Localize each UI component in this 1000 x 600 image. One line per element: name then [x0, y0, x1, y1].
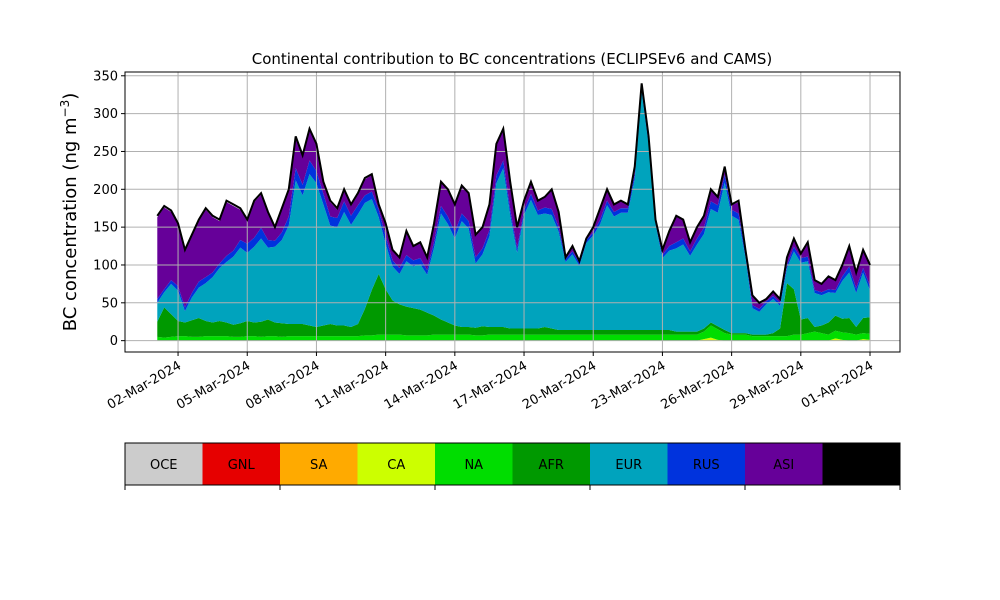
total-line-layer [156, 83, 871, 305]
y-axis-label-main: BC concentration (ng m [60, 117, 81, 331]
x-tick-label: 11-Mar-2024 [313, 358, 392, 412]
legend-label-asi: ASI [773, 458, 794, 473]
x-tick-label: 26-Mar-2024 [658, 358, 737, 412]
y-axis-label: BC concentration (ng m−3) [58, 93, 81, 332]
legend-swatch-afr [512, 443, 590, 485]
legend-swatch-sa [280, 443, 358, 485]
area-eur [157, 91, 871, 335]
legend-label-gnl: GNL [228, 458, 256, 473]
x-tick-label: 23-Mar-2024 [589, 358, 668, 412]
legend-label-sa: SA [310, 458, 327, 473]
x-tick-label: 20-Mar-2024 [520, 358, 599, 412]
x-axis: 02-Mar-202405-Mar-202408-Mar-202411-Mar-… [105, 352, 876, 413]
total-line [156, 83, 871, 305]
legend-swatch-oce [125, 443, 203, 485]
y-tick-label: 0 [110, 334, 118, 349]
legend-frame [124, 442, 901, 486]
gridlines [125, 72, 900, 352]
legend-label-oce: OCE [150, 458, 178, 473]
legend-label-rus: RUS [693, 458, 720, 473]
legend-label-ca: CA [387, 458, 405, 473]
legend-swatch-ca [357, 443, 435, 485]
y-tick-label: 100 [93, 258, 118, 273]
y-tick-label: 250 [93, 145, 118, 160]
legend-swatch-na [435, 443, 513, 485]
legend-label-afr: AFR [539, 458, 564, 473]
y-axis-label-close: ) [60, 93, 81, 100]
legend-label-aus: AUS [848, 458, 875, 473]
y-axis: 0 50 100 150 200 250 300 350 [93, 69, 125, 349]
stacked-areas [157, 84, 871, 341]
area-afr [157, 274, 871, 338]
y-axis-label-exponent: −3 [58, 100, 72, 118]
legend-label-na: NA [464, 458, 483, 473]
y-tick-label: 150 [93, 221, 118, 236]
y-tick-label: 350 [93, 69, 118, 84]
legend-swatch-eur [590, 443, 668, 485]
x-tick-label: 17-Mar-2024 [451, 358, 530, 412]
legend-swatch-gnl [202, 443, 280, 485]
x-tick-label: 02-Mar-2024 [105, 358, 184, 412]
x-tick-label: 08-Mar-2024 [243, 358, 322, 412]
x-tick-label: 29-Mar-2024 [728, 358, 807, 412]
y-tick-label: 300 [93, 107, 118, 122]
legend-swatch-aus [822, 443, 900, 485]
legend-label-eur: EUR [615, 458, 642, 473]
plot-frame [124, 71, 901, 353]
x-tick-label: 01-Apr-2024 [799, 358, 876, 411]
x-tick-label: 05-Mar-2024 [174, 358, 253, 412]
legend-swatch-asi [745, 443, 823, 485]
chart-title: Continental contribution to BC concentra… [252, 50, 773, 68]
y-tick-label: 200 [93, 183, 118, 198]
legend: OCE GNL SA CA NA AFR EUR RUS ASI AUS [124, 442, 901, 490]
x-tick-label: 14-Mar-2024 [382, 358, 461, 412]
area-na [157, 325, 871, 341]
y-tick-label: 50 [101, 296, 118, 311]
legend-swatch-rus [667, 443, 745, 485]
